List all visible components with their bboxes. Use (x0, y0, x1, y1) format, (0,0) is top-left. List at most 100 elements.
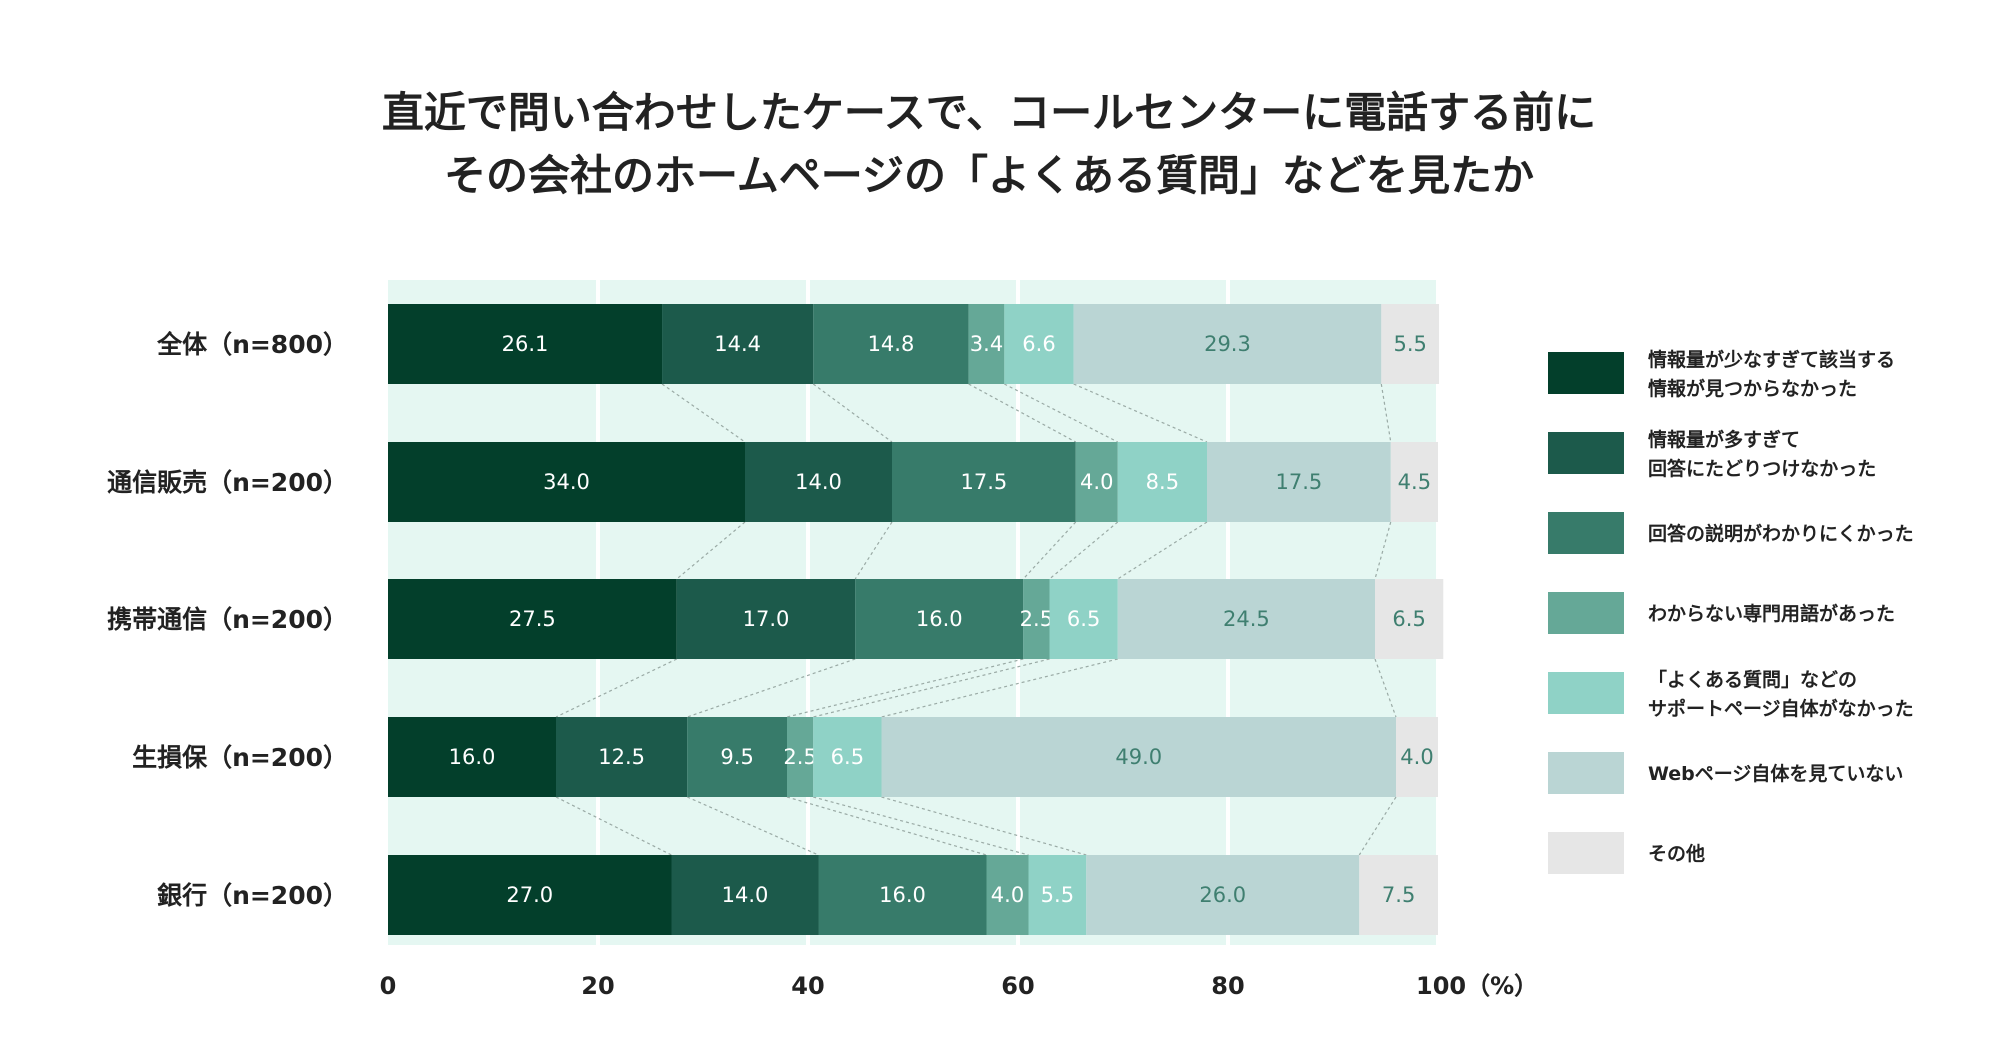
connector-line (661, 383, 746, 443)
value-label: 27.5 (509, 607, 556, 631)
value-label: 6.6 (1022, 332, 1055, 356)
value-label: 8.5 (1146, 470, 1179, 494)
value-label: 17.0 (743, 607, 790, 631)
value-label: 26.0 (1199, 883, 1246, 907)
x-tick-label: 100（%） (1416, 972, 1538, 1000)
plot-area: 26.1 14.4 14.8 3.4 6.6 29.3 5.5 全体（n=800） 34.0 14… (107, 280, 1538, 1000)
legend-swatch (1548, 512, 1624, 554)
bar-segment (388, 717, 556, 797)
value-label: 4.0 (1080, 470, 1113, 494)
bar-segment (556, 717, 688, 797)
legend-swatch (1548, 752, 1624, 794)
value-label: 2.5 (1020, 607, 1053, 631)
legend: 情報量が少なすぎて該当する情報が見つからなかった情報量が多すぎて回答にたどりつけ… (1548, 348, 1914, 874)
legend-label: サポートページ自体がなかった (1648, 697, 1914, 720)
connector-line (1380, 383, 1392, 443)
legend-label: 「よくある質問」などの (1648, 668, 1857, 691)
legend-item: その他 (1548, 832, 1705, 874)
bar-segment (1073, 304, 1382, 384)
legend-swatch (1548, 592, 1624, 634)
connector-line (676, 521, 746, 580)
connector-line (881, 658, 1118, 718)
title-line-1: 直近で問い合わせしたケースで、コールセンターに電話する前に (382, 88, 1596, 137)
connector-line (968, 383, 1077, 443)
connector-line (813, 796, 1029, 856)
legend-label: 情報が見つからなかった (1648, 377, 1857, 400)
value-label: 24.5 (1223, 607, 1270, 631)
value-label: 2.5 (783, 745, 816, 769)
bar-segment (892, 442, 1076, 522)
bar-segment (813, 717, 882, 797)
legend-label: Webページ自体を見ていない (1648, 762, 1903, 785)
connector-line (1049, 521, 1119, 580)
connector-line (1374, 521, 1392, 580)
legend-label: 回答にたどりつけなかった (1648, 457, 1876, 480)
legend-item: Webページ自体を見ていない (1548, 752, 1903, 794)
connector-line (1374, 658, 1397, 718)
connector-line (812, 383, 893, 443)
chart-title: 直近で問い合わせしたケースで、コールセンターに電話する前にその会社のホームページ… (382, 88, 1596, 200)
title-line-2: その会社のホームページの「よくある質問」などを見たか (444, 151, 1534, 200)
category-label: 通信販売（n=200） (107, 468, 348, 497)
bar-segment (968, 304, 1005, 384)
category-label: 携帯通信（n=200） (107, 605, 348, 634)
value-label: 14.0 (722, 883, 769, 907)
bar-segment (787, 717, 814, 797)
category-label: 生損保（n=200） (132, 743, 348, 772)
bar-segment (388, 579, 677, 659)
legend-swatch (1548, 432, 1624, 474)
value-label: 14.8 (868, 332, 915, 356)
bar-segment (1117, 579, 1375, 659)
value-label: 3.4 (970, 332, 1003, 356)
connector-line (813, 658, 1050, 718)
bar-segment (813, 304, 969, 384)
value-label: 4.0 (991, 883, 1024, 907)
value-label: 29.3 (1204, 332, 1251, 356)
x-tick-label: 80 (1211, 972, 1244, 1000)
bar-segment (1075, 442, 1118, 522)
legend-label: わからない専門用語があった (1648, 602, 1895, 625)
bar-segment (1023, 579, 1050, 659)
connector-line (786, 658, 1024, 718)
value-label: 5.5 (1393, 332, 1426, 356)
connector-line (786, 796, 987, 856)
bar-segment (745, 442, 892, 522)
bar-segment (881, 717, 1396, 797)
bar-segment (1359, 855, 1438, 935)
connector-line (555, 658, 678, 718)
value-label: 49.0 (1115, 745, 1162, 769)
bar-segment (1396, 717, 1438, 797)
bar-segment (986, 855, 1029, 935)
value-label: 7.5 (1382, 883, 1415, 907)
bar-segment (855, 579, 1024, 659)
value-label: 6.5 (1067, 607, 1100, 631)
bar-segment (1381, 304, 1440, 384)
bar-segment (671, 855, 819, 935)
category-label: 銀行（n=200） (157, 881, 348, 910)
bar-segment (1207, 442, 1391, 522)
bar-segment (1004, 304, 1074, 384)
value-label: 6.5 (831, 745, 864, 769)
connector-line (1073, 383, 1208, 443)
bar-segment (1049, 579, 1118, 659)
value-label: 27.0 (506, 883, 553, 907)
legend-label: その他 (1648, 842, 1705, 865)
value-label: 14.0 (795, 470, 842, 494)
legend-label: 回答の説明がわかりにくかった (1648, 522, 1914, 545)
value-label: 16.0 (916, 607, 963, 631)
value-label: 9.5 (720, 745, 753, 769)
bar-segment (388, 442, 745, 522)
bar-segment (818, 855, 987, 935)
x-tick-label: 40 (791, 972, 824, 1000)
legend-swatch (1548, 832, 1624, 874)
bar-segment (388, 304, 663, 384)
legend-item: わからない専門用語があった (1548, 592, 1895, 634)
category-label: 全体（n=800） (156, 330, 348, 359)
connector-line (1022, 521, 1077, 580)
connector-line (854, 521, 893, 580)
